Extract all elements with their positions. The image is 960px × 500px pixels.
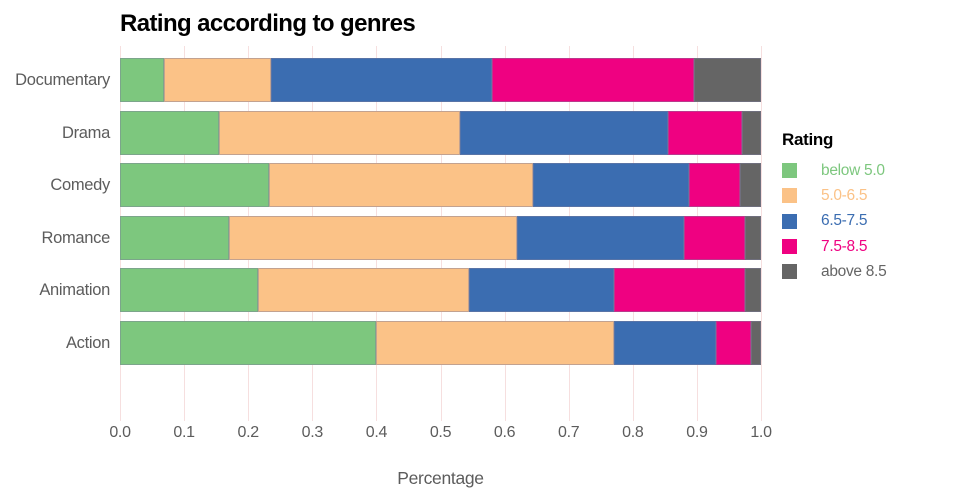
bar-segment	[268, 163, 534, 208]
bar-segment	[613, 321, 717, 365]
bar-segment	[120, 110, 220, 155]
bar-segment	[459, 110, 669, 155]
bar-segment	[751, 321, 761, 365]
legend-label: below 5.0	[821, 161, 885, 179]
bar-row	[120, 110, 761, 155]
bar-segment	[376, 321, 614, 365]
bar-segment	[716, 321, 752, 365]
bar-row	[120, 58, 761, 102]
y-axis-category-label: Romance	[41, 228, 110, 247]
bar-segment	[744, 215, 761, 260]
bar-row	[120, 215, 761, 260]
bar-segment	[741, 110, 761, 155]
legend-label: above 8.5	[821, 262, 887, 280]
x-axis-tick-label: 0.2	[237, 424, 260, 441]
y-axis-category-label: Animation	[39, 281, 110, 300]
legend-item: below 5.0	[780, 158, 950, 183]
legend-swatch	[782, 163, 797, 179]
x-axis-tick-label: 0.8	[622, 424, 644, 441]
plot-area	[120, 46, 762, 421]
legend-item: 5.0-6.5	[780, 183, 950, 208]
legend-swatch	[782, 264, 797, 280]
bar-segment	[120, 268, 258, 313]
legend-item: above 8.5	[780, 259, 950, 284]
bar-segment	[120, 58, 164, 102]
x-axis-tick-label: 0.9	[686, 424, 708, 441]
y-axis-category-label: Drama	[61, 123, 110, 142]
chart-title: Rating according to genres	[120, 10, 416, 37]
y-axis-category-label: Comedy	[50, 176, 110, 195]
legend-swatch	[782, 188, 797, 204]
x-axis-tick-label: 0.6	[493, 424, 516, 441]
bar-segment	[693, 58, 761, 102]
y-axis-category-label: Documentary	[15, 71, 110, 89]
y-axis-category-label: Action	[65, 334, 110, 352]
x-axis-tick-label: 0.0	[109, 424, 131, 441]
bar-segment	[120, 215, 229, 260]
bar-segment	[219, 110, 460, 155]
legend-swatch	[782, 213, 797, 229]
bar-segment	[491, 58, 694, 102]
bar-row	[120, 163, 761, 208]
legend-label: 5.0-6.5	[821, 186, 868, 204]
bar-segment	[257, 268, 470, 313]
bar-segment	[270, 58, 492, 102]
bar-segment	[613, 268, 745, 313]
legend-label: 7.5-8.5	[821, 237, 868, 255]
bar-segment	[469, 268, 614, 313]
legend-swatch	[782, 239, 797, 255]
bar-segment	[684, 215, 745, 260]
bar-segment	[228, 215, 518, 260]
gridline	[761, 46, 762, 421]
legend-title: Rating	[782, 130, 834, 149]
bar-segment	[163, 58, 271, 102]
bar-segment	[744, 268, 761, 313]
bar-segment	[739, 163, 761, 208]
legend-label: 6.5-7.5	[821, 212, 868, 230]
x-axis-tick-label: 0.4	[365, 424, 388, 441]
bar-segment	[668, 110, 742, 155]
x-axis-tick-label: 0.5	[429, 424, 452, 441]
legend-item: 7.5-8.5	[780, 234, 950, 259]
x-axis-title: Percentage	[397, 468, 484, 488]
bar-segment	[517, 215, 685, 260]
bar-row	[120, 268, 761, 313]
x-axis-tick-label: 1.0	[750, 424, 772, 441]
bar-segment	[533, 163, 689, 208]
x-axis-tick-label: 0.1	[173, 424, 195, 441]
legend-items: below 5.0 5.0-6.5 6.5-7.5 7.5-8.5 above 8.5	[780, 158, 950, 284]
bar-row	[120, 321, 761, 365]
bar-segment	[120, 163, 269, 208]
legend: Rating below 5.0 5.0-6.5 6.5-7.5 7.5-8.5 abo…	[780, 130, 950, 284]
x-axis-tick-label: 0.7	[558, 424, 580, 441]
legend-item: 6.5-7.5	[780, 209, 950, 234]
bar-segment	[120, 321, 377, 365]
x-axis-tick-label: 0.3	[301, 424, 324, 441]
bar-segment	[688, 163, 740, 208]
